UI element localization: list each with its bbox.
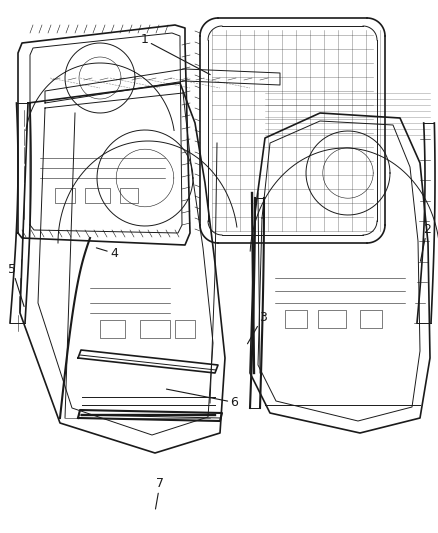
Text: 4: 4 [96,247,118,260]
Bar [85,188,110,203]
Text: 5: 5 [8,263,24,306]
Bar [55,188,75,203]
Bar [120,188,138,203]
Bar [318,310,346,328]
Bar [175,320,195,338]
Text: 2: 2 [420,223,431,261]
Bar [360,310,382,328]
Text: 1: 1 [141,34,210,75]
Text: 3: 3 [247,311,267,344]
Text: 7: 7 [155,478,164,509]
Text: 6: 6 [166,389,238,409]
Bar [285,310,307,328]
Bar [140,320,170,338]
Bar [100,320,125,338]
